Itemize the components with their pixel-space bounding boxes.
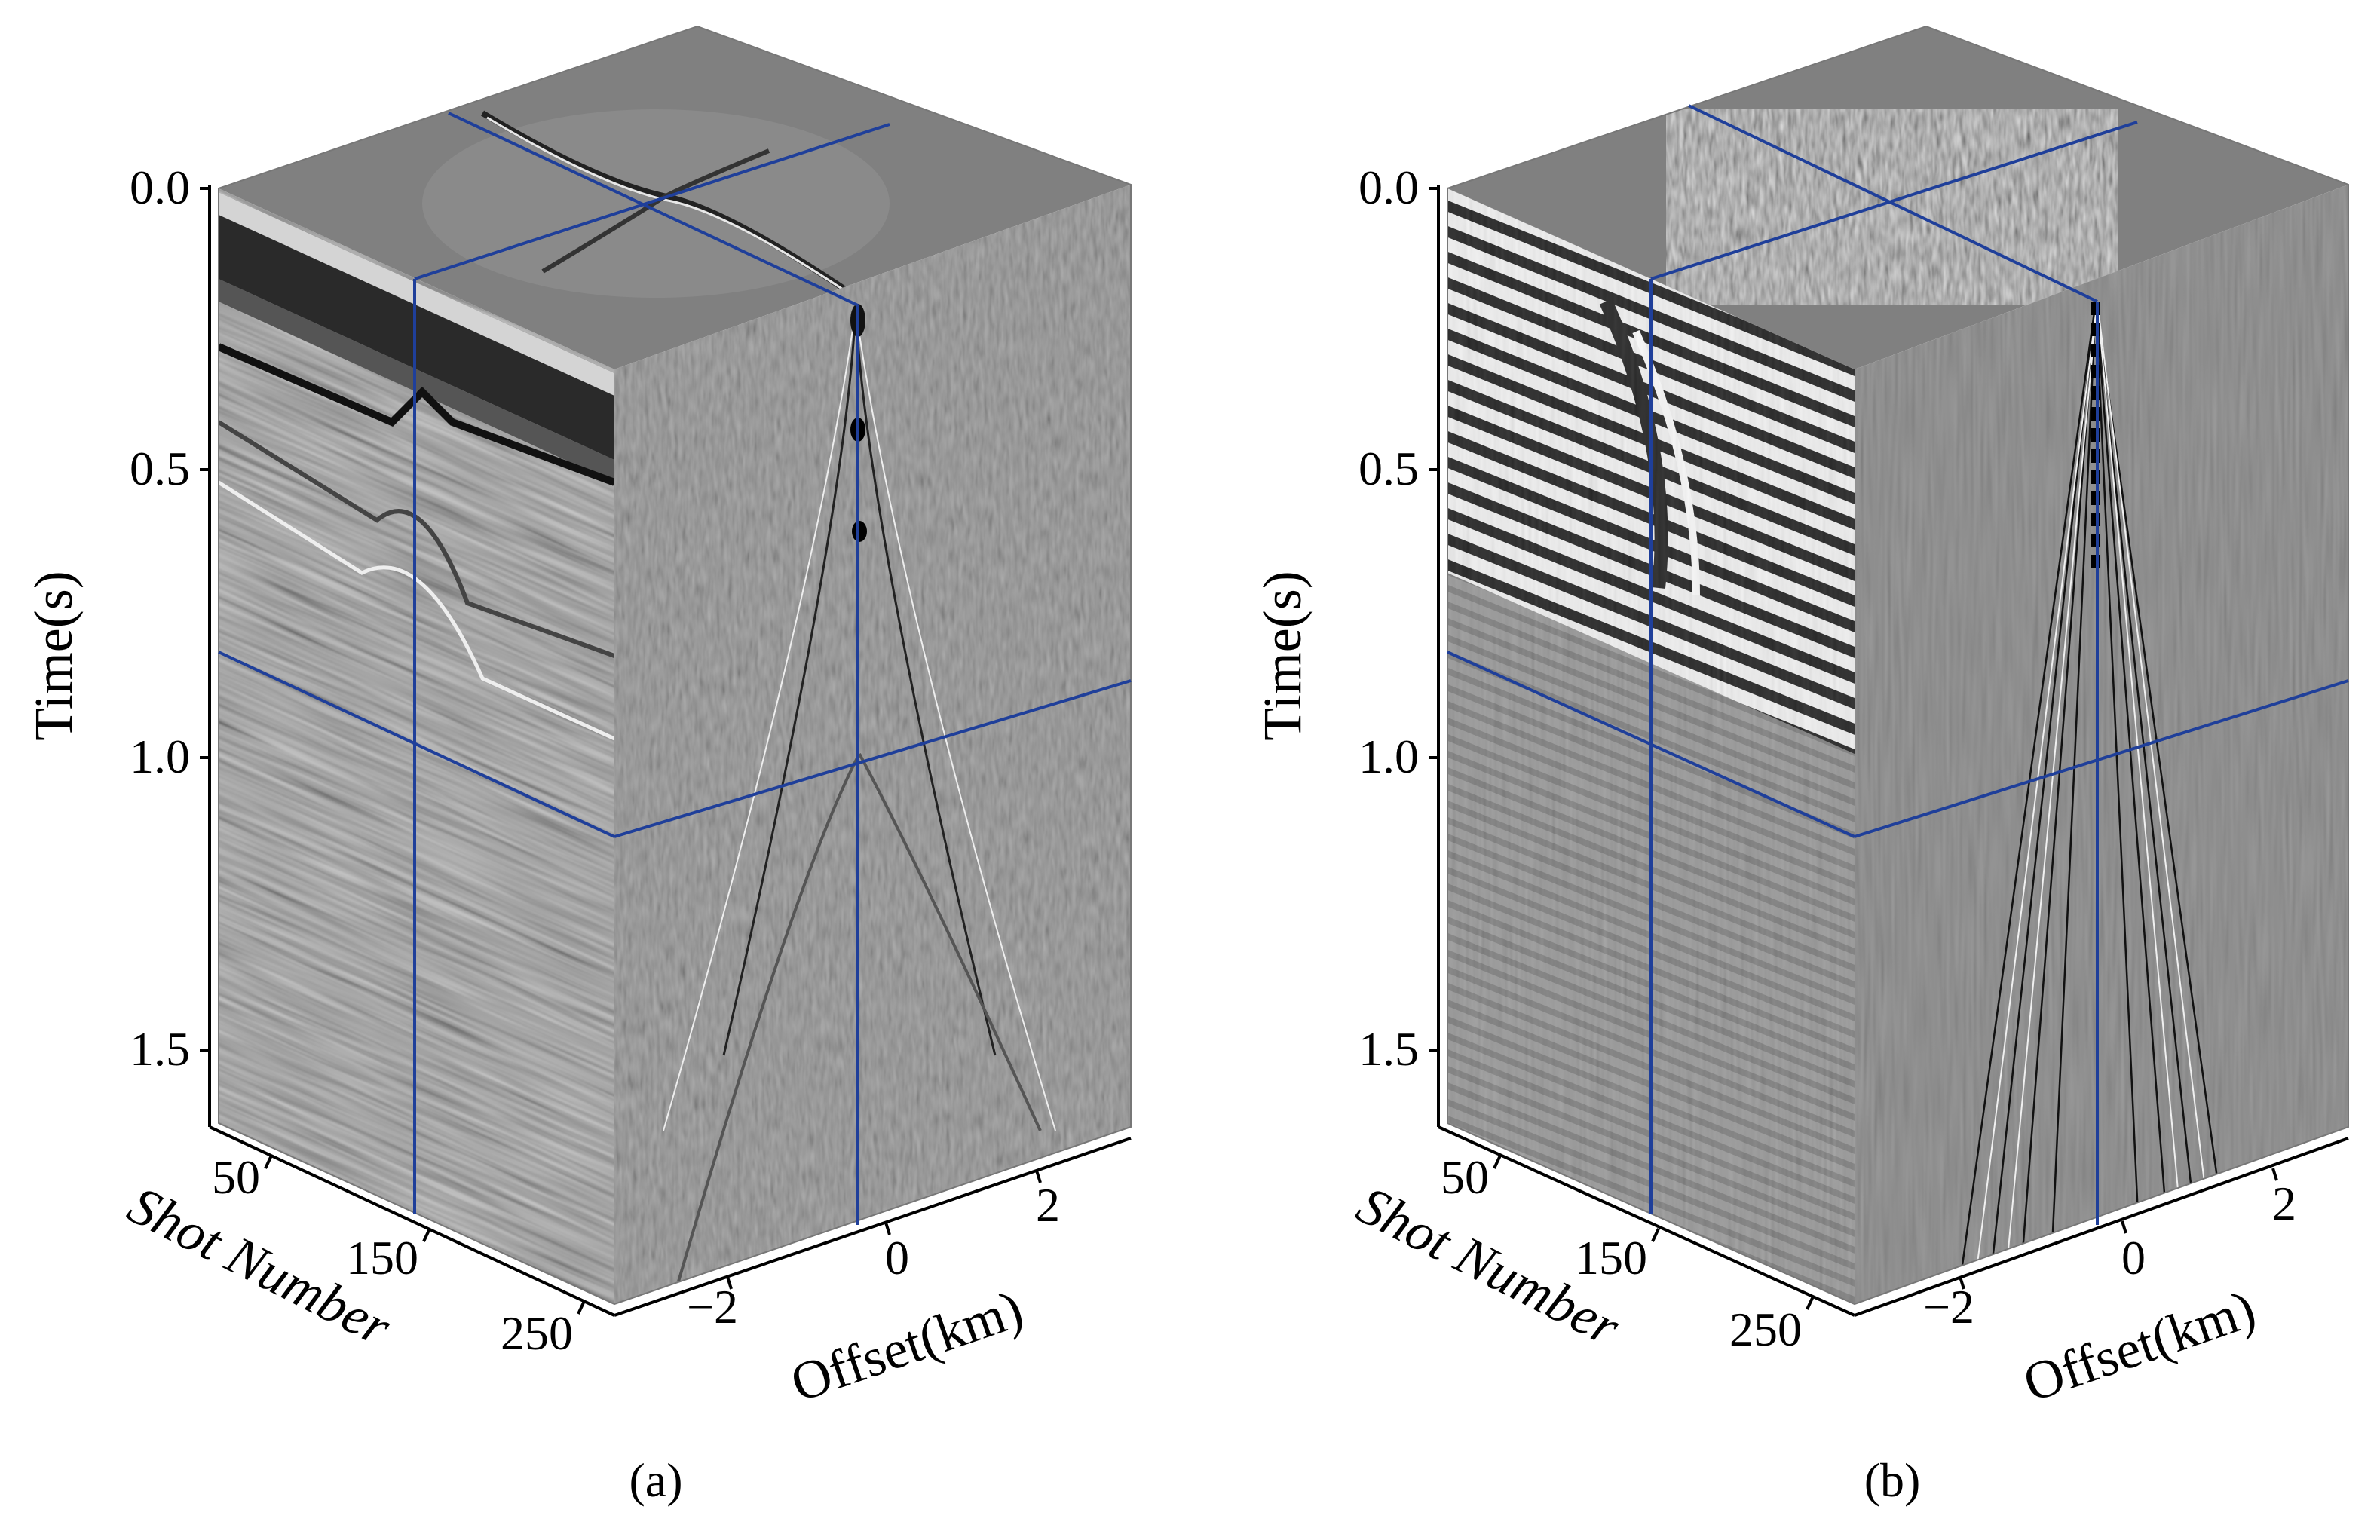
panel-a: 0.0 0.5 1.0 1.5 Time(s) 50 150 250 Shot … <box>23 25 1132 1507</box>
panel-a-slice-lines <box>218 112 1132 1225</box>
panel-b-shot-axis <box>1438 1125 1855 1317</box>
panel-b-time-tick-3: 1.5 <box>1358 1022 1419 1076</box>
panel-b-time-tick-1: 0.5 <box>1358 442 1419 495</box>
panel-a-time-axis <box>200 185 211 1127</box>
panel-a-offset-tick-2: 2 <box>1036 1178 1060 1232</box>
panel-a-offset-label: Offset(km) <box>783 1278 1030 1413</box>
panel-a-side-face <box>614 185 1131 1304</box>
panel-b-time-label: Time(s) <box>1252 571 1313 740</box>
panel-a-offset-tick-0: −2 <box>687 1280 738 1333</box>
panel-b: 0.0 0.5 1.0 1.5 Time(s) 50 150 250 Shot … <box>1252 25 2349 1507</box>
panel-a-shot-tick-1: 150 <box>346 1231 418 1284</box>
panel-b-shot-tick-2: 250 <box>1729 1303 1802 1356</box>
panel-a-time-tick-3: 1.5 <box>130 1022 190 1076</box>
panel-a-front-face <box>219 188 614 1304</box>
panel-b-time-axis <box>1429 185 1440 1127</box>
panel-b-shot-tick-1: 150 <box>1575 1231 1647 1284</box>
panel-b-shot-tick-0: 50 <box>1441 1150 1489 1204</box>
panel-b-offset-tick-1: 0 <box>2121 1231 2146 1284</box>
panel-a-shot-tick-2: 250 <box>501 1306 573 1360</box>
panel-a-shot-tick-0: 50 <box>212 1150 260 1204</box>
panel-b-offset-tick-0: −2 <box>1923 1280 1974 1333</box>
panel-b-offset-axis <box>1854 1137 2349 1317</box>
panel-a-time-label: Time(s) <box>23 571 84 740</box>
panel-b-time-tick-2: 1.0 <box>1358 730 1419 783</box>
panel-b-offset-label: Offset(km) <box>2016 1278 2262 1413</box>
panel-b-slice-lines <box>1447 104 2349 1225</box>
panel-a-time-tick-2: 1.0 <box>130 730 190 783</box>
panel-b-offset-tick-2: 2 <box>2272 1177 2296 1230</box>
panel-a-caption: (a) <box>629 1453 682 1507</box>
panel-a-offset-tick-1: 0 <box>885 1231 909 1284</box>
panel-a-offset-axis <box>614 1137 1132 1317</box>
panel-a-time-tick-1: 0.5 <box>130 442 190 495</box>
panel-a-shot-axis <box>209 1125 615 1317</box>
panel-b-time-tick-0: 0.0 <box>1358 161 1419 214</box>
panel-b-caption: (b) <box>1864 1453 1921 1507</box>
panel-a-time-tick-0: 0.0 <box>130 161 190 214</box>
panel-b-side-face <box>1855 185 2348 1304</box>
